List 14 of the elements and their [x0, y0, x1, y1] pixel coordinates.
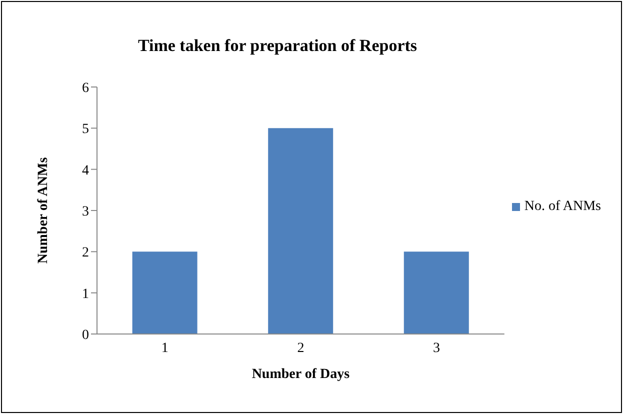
x-tick-label: 1 [161, 340, 168, 356]
chart-title: Time taken for preparation of Reports [136, 36, 418, 56]
y-axis-title: Number of ANMs [36, 156, 51, 264]
y-tick-label: 3 [82, 204, 89, 220]
y-tick-label: 0 [82, 328, 89, 343]
x-axis-title: Number of Days [252, 367, 350, 382]
y-tick-label: 2 [82, 246, 89, 261]
legend-label: No. of ANMs [524, 199, 601, 214]
y-tick-label: 5 [82, 122, 89, 138]
x-tick-label: 2 [297, 340, 304, 356]
y-tick-label: 1 [82, 286, 89, 302]
y-tick-label: 6 [82, 80, 89, 96]
y-tick-label: 4 [82, 163, 89, 178]
x-tick-label: 3 [432, 340, 440, 356]
